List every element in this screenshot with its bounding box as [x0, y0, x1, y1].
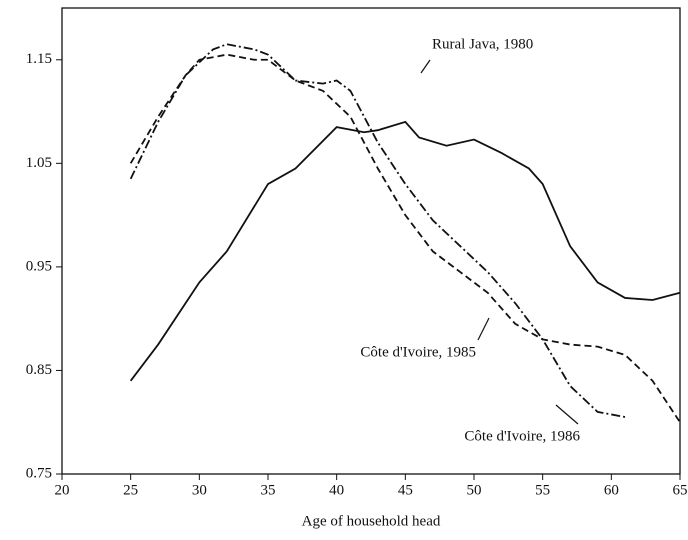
x-axis-label: Age of household head — [302, 513, 441, 529]
series-label: Côte d'Ivoire, 1985 — [360, 344, 476, 360]
label-leader — [555, 404, 579, 425]
data-line — [129, 120, 681, 382]
y-tick-label: 1.05 — [26, 155, 52, 171]
x-tick-label: 55 — [535, 482, 550, 498]
x-tick-label: 50 — [467, 482, 482, 498]
label-leader — [420, 59, 431, 74]
x-tick-label: 40 — [329, 482, 344, 498]
data-line — [129, 53, 681, 423]
label-leader — [477, 317, 490, 341]
x-tick-label: 20 — [55, 482, 70, 498]
x-tick-label: 30 — [192, 482, 207, 498]
y-tick-label: 0.75 — [26, 465, 52, 481]
series-label: Rural Java, 1980 — [432, 36, 533, 52]
x-tick-label: 35 — [261, 482, 276, 498]
y-tick-label: 1.15 — [26, 51, 52, 67]
x-tick-label: 65 — [673, 482, 688, 498]
x-tick-label: 60 — [604, 482, 619, 498]
data-line — [129, 43, 626, 418]
x-tick-label: 25 — [123, 482, 138, 498]
series-label: Côte d'Ivoire, 1986 — [464, 428, 580, 444]
y-tick-label: 0.95 — [26, 258, 52, 274]
x-tick-label: 45 — [398, 482, 413, 498]
y-tick-label: 0.85 — [26, 362, 52, 378]
plot-frame — [61, 7, 681, 475]
